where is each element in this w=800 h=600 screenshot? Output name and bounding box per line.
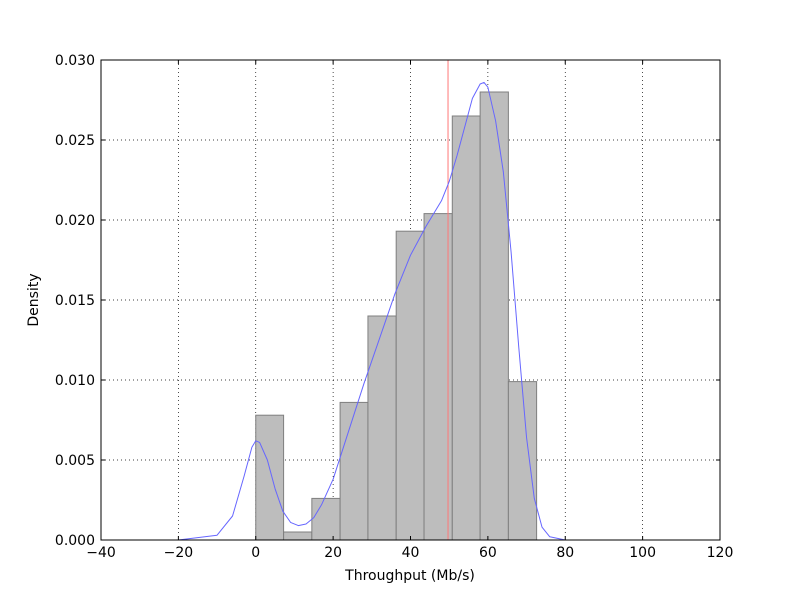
x-tick-label: 120: [707, 545, 734, 561]
density-curve: [116, 81, 678, 541]
y-axis-label: Density: [26, 273, 42, 326]
histogram-bar: [311, 497, 341, 541]
histogram-bar: [395, 230, 425, 541]
y-tick-labels: 0.000 0.005 0.010 0.015 0.020 0.025 0.030: [55, 53, 95, 549]
histogram-bar: [367, 315, 397, 541]
y-tick-label: 0.000: [55, 533, 95, 549]
histogram-bar: [507, 381, 538, 541]
x-tick-label: 20: [324, 545, 342, 561]
histogram-bar: [283, 531, 313, 541]
y-tick-label: 0.030: [55, 53, 95, 69]
histogram-bar: [451, 115, 481, 541]
x-tick-labels: −40 −20 0 20 40 60 80 100 120: [86, 545, 733, 561]
y-tick-label: 0.005: [55, 453, 95, 469]
y-tick-label: 0.020: [55, 213, 95, 229]
axis-ticks: [100, 59, 721, 541]
x-tick-label: −20: [164, 545, 194, 561]
density-curve-group: [116, 81, 678, 541]
x-tick-label: 80: [556, 545, 574, 561]
histogram-bar: [479, 91, 509, 541]
x-axis-label: Throughput (Mb/s): [344, 568, 475, 584]
x-tick-label: 60: [479, 545, 497, 561]
x-tick-label: 100: [629, 545, 656, 561]
y-tick-label: 0.010: [55, 373, 95, 389]
y-tick-label: 0.025: [55, 133, 95, 149]
x-tick-label: −40: [86, 545, 116, 561]
histogram-bar: [255, 414, 285, 541]
x-tick-label: 40: [402, 545, 420, 561]
x-tick-label: 0: [251, 545, 260, 561]
histogram-bar: [339, 401, 369, 541]
y-tick-label: 0.015: [55, 293, 95, 309]
